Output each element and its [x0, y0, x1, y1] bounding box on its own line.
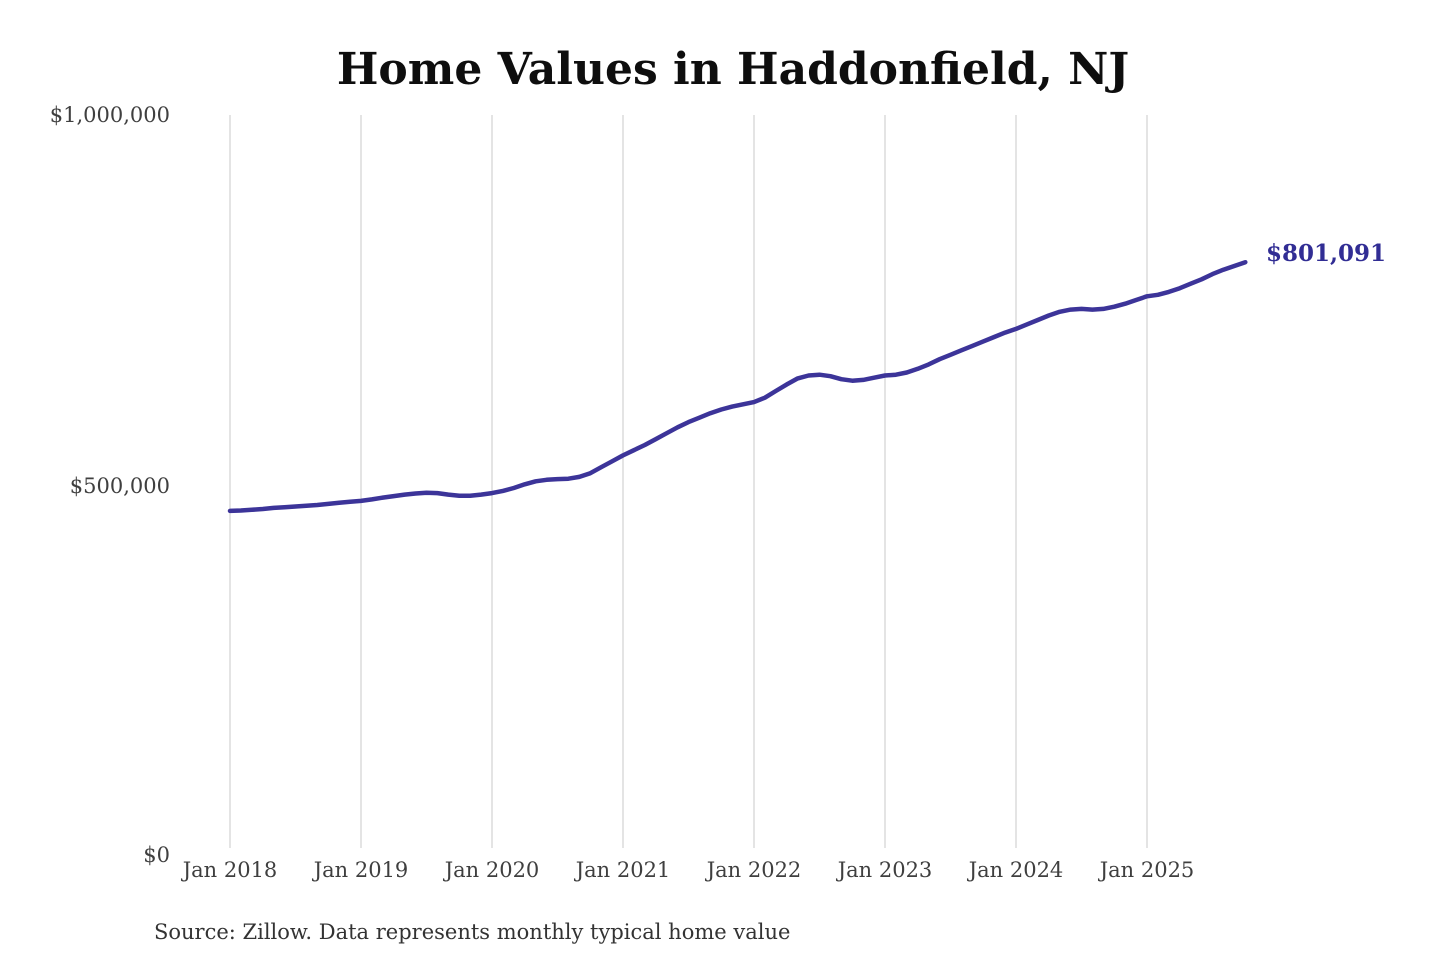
- end-value-label: $801,091: [1266, 240, 1386, 267]
- x-tick-jan-2018: Jan 2018: [181, 858, 278, 882]
- x-tick-jan-2025: Jan 2025: [1098, 858, 1195, 882]
- chart-title: Home Values in Haddonfield, NJ: [337, 44, 1129, 95]
- x-tick-jan-2019: Jan 2019: [312, 858, 409, 882]
- gridlines: [229, 115, 1148, 848]
- x-tick-jan-2023: Jan 2023: [836, 858, 933, 882]
- x-axis-labels: Jan 2018 Jan 2019 Jan 2020 Jan 2021 Jan 2022…: [181, 858, 1195, 882]
- source-note: Source: Zillow. Data represents monthly …: [154, 920, 790, 944]
- x-tick-jan-2024: Jan 2024: [967, 858, 1064, 882]
- home-value-line: [227, 259, 1248, 514]
- x-tick-jan-2022: Jan 2022: [705, 858, 802, 882]
- x-tick-jan-2021: Jan 2021: [574, 858, 671, 882]
- y-tick-0: $0: [143, 843, 170, 867]
- x-tick-jan-2020: Jan 2020: [443, 858, 540, 882]
- y-tick-500000: $500,000: [70, 474, 170, 498]
- y-tick-1000000: $1,000,000: [50, 103, 170, 127]
